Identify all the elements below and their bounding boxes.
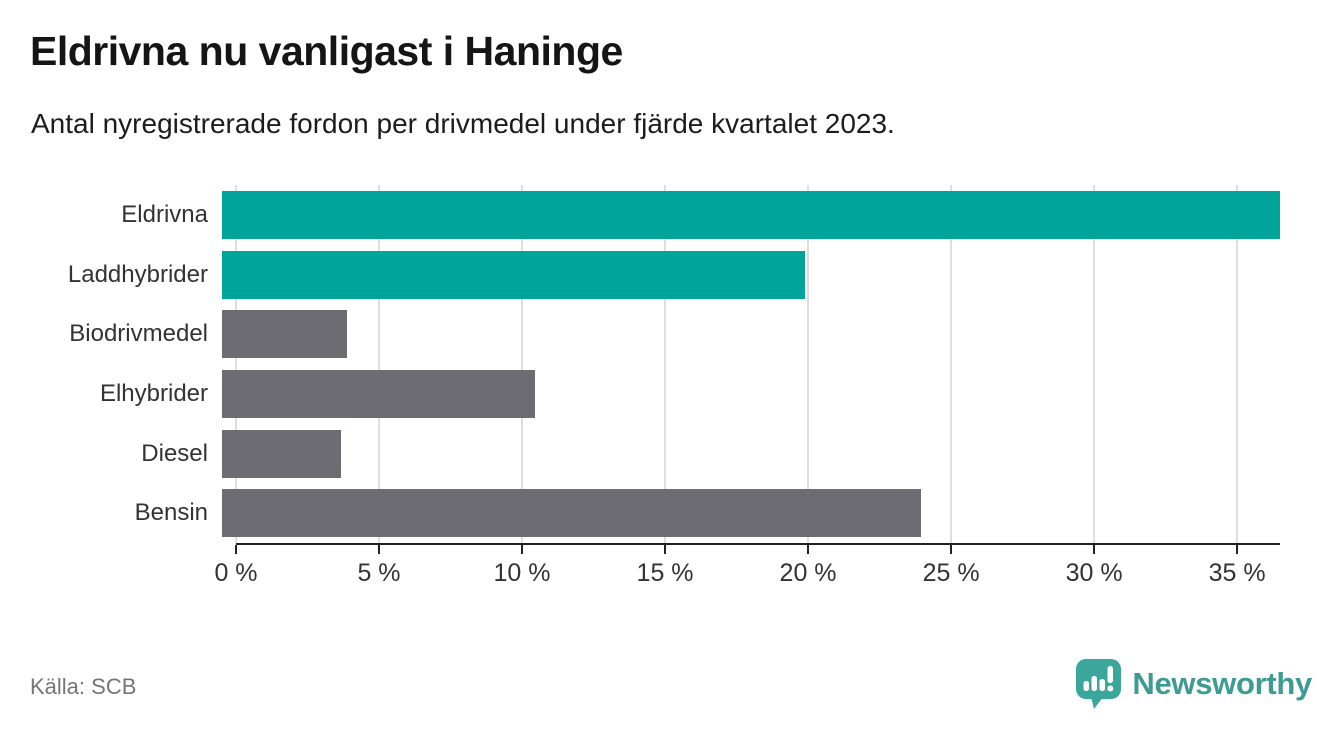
- bar-track: [222, 489, 1280, 538]
- tick-label: 15 %: [636, 559, 694, 587]
- chart-subtitle: Antal nyregistrerade fordon per drivmede…: [31, 108, 895, 139]
- tick-mark: [1093, 545, 1096, 554]
- source-note: Källa: SCB: [30, 674, 137, 699]
- brand-logo: Newsworthy: [1075, 658, 1312, 710]
- bar-track: [222, 190, 1280, 239]
- tick-mark: [378, 545, 380, 554]
- gridlines: [235, 185, 1280, 543]
- tick-label: 5 %: [357, 559, 401, 587]
- bar: [222, 310, 347, 359]
- category-label: Elhybrider: [99, 379, 208, 407]
- bar-row: Elhybrider: [0, 364, 1280, 424]
- gridline: [521, 185, 524, 543]
- gridline: [378, 185, 380, 543]
- bar-row: Diesel: [0, 424, 1280, 484]
- category-label: Laddhybrider: [67, 260, 208, 288]
- bar: [222, 429, 341, 478]
- tick-mark: [950, 545, 953, 554]
- gridline: [1236, 185, 1239, 543]
- tick-mark: [1236, 545, 1239, 554]
- tick-label: 25 %: [922, 559, 980, 587]
- bar-track: [222, 369, 1280, 418]
- bar-row: Bensin: [0, 483, 1280, 543]
- tick-label: 10 %: [493, 559, 551, 587]
- bar-rows: Eldrivna Laddhybrider Biodrivmedel Elhybrid…: [0, 185, 1280, 543]
- tick-label: 30 %: [1065, 559, 1123, 587]
- category-label: Biodrivmedel: [69, 320, 208, 348]
- bar-track: [222, 429, 1280, 478]
- category-label: Diesel: [141, 439, 208, 467]
- bar: [222, 250, 805, 299]
- bar: [222, 190, 1280, 239]
- brand-name: Newsworthy: [1132, 666, 1312, 701]
- gridline: [950, 185, 953, 543]
- bar: [222, 369, 536, 418]
- gridline: [664, 185, 667, 543]
- tick-mark: [664, 545, 667, 554]
- tick-mark: [235, 545, 237, 554]
- tick-mark: [807, 545, 810, 554]
- category-label: Bensin: [134, 499, 208, 527]
- gridline: [235, 185, 237, 543]
- gridline: [807, 185, 810, 543]
- bar: [222, 489, 921, 538]
- category-label: Eldrivna: [121, 200, 208, 228]
- tick-label: 35 %: [1208, 559, 1266, 587]
- tick-label: 20 %: [779, 559, 837, 587]
- tick-label: 0 %: [214, 559, 258, 587]
- bar-row: Biodrivmedel: [0, 304, 1280, 364]
- bar-row: Laddhybrider: [0, 245, 1280, 305]
- newsworthy-bubble-chart-icon: [1076, 659, 1122, 709]
- bar-track: [222, 310, 1280, 359]
- bar-row: Eldrivna: [0, 185, 1280, 245]
- gridline: [1093, 185, 1096, 543]
- bar-track: [222, 250, 1280, 299]
- x-axis: 0 % 5 % 10 % 15 % 20 % 25 % 30 % 35 %: [214, 543, 1280, 593]
- tick-mark: [521, 545, 524, 554]
- page-title: Eldrivna nu vanligast i Haninge: [30, 28, 623, 74]
